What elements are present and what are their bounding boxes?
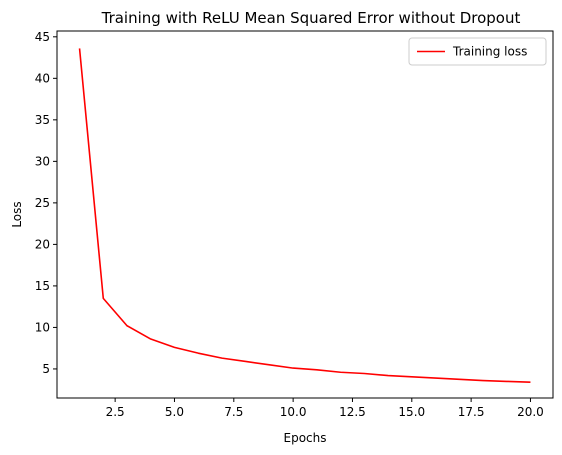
x-axis-label: Epochs [284,431,327,445]
x-tick-label: 2.5 [106,405,125,419]
y-tick-label: 5 [42,362,50,376]
plot-area [78,48,531,384]
y-tick-label: 20 [35,237,50,251]
legend-label-training-loss: Training loss [452,45,527,59]
series-line-training-loss [78,48,531,384]
legend-box [408,37,547,66]
y-axis: 5 10 15 20 25 30 35 40 45 [35,30,57,376]
y-tick-label: 40 [35,71,50,85]
y-tick-label: 10 [35,320,50,334]
x-tick-label: 20.0 [517,405,544,419]
y-tick-label: 45 [35,30,50,44]
x-tick-label: 10.0 [280,405,307,419]
x-tick-label: 17.5 [458,405,485,419]
chart-title: Training with ReLU Mean Squared Error wi… [101,9,521,27]
y-axis-label: Loss [10,201,24,227]
x-axis: 2.5 5.0 7.5 10.0 12.5 15.0 17.5 20.0 [106,398,544,419]
x-tick-label: 7.5 [224,405,243,419]
y-tick-label: 30 [35,154,50,168]
x-tick-label: 15.0 [398,405,425,419]
y-tick-label: 35 [35,113,50,127]
x-tick-label: 12.5 [339,405,366,419]
y-tick-label: 15 [35,279,50,293]
legend: Training loss [408,37,547,66]
plot-frame [56,30,554,399]
x-tick-label: 5.0 [165,405,184,419]
y-tick-label: 25 [35,196,50,210]
